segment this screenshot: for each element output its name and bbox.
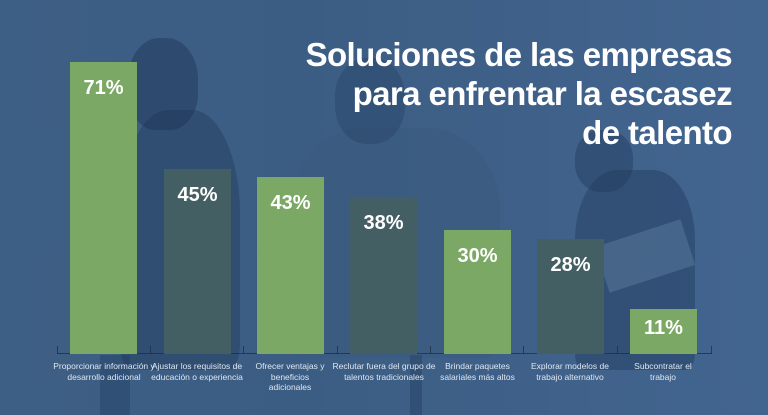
bar-value: 43% [270,192,311,214]
category-label: Reclutar fuera del grupo de talentos tra… [332,361,436,382]
axis-tick [150,346,151,354]
bar-value: 30% [457,245,498,267]
bar-ajustar-requisitos: 45% [164,169,231,354]
bar-reclutar-fuera: 38% [350,197,417,354]
category-label: Subcontratar el trabajo [634,361,692,382]
title-line-3: de talento [582,114,732,151]
chart-title: Soluciones de las empresas para enfrenta… [212,35,733,152]
bar-value: 11% [644,317,683,339]
background-photo-person [128,38,198,130]
bar-proporcionar-informacion: 71% [70,62,137,354]
axis-tick [430,346,431,354]
category-label: Brindar paquetes salariales más altos [440,361,515,382]
title-line-1: Soluciones de las empresas [305,36,733,73]
axis-tick [57,346,58,354]
axis-tick [523,346,524,354]
bar-value: 38% [363,212,404,234]
category-label: Ofrecer ventajas y beneficios adicionale… [255,361,325,392]
bar-value: 45% [177,184,218,206]
bar-ofrecer-ventajas: 43% [257,177,324,354]
bar-explorar-modelos: 28% [537,239,604,354]
title-line-2: para enfrentar la escasez [352,75,733,112]
category-label: Ajustar los requisitos de educación o ex… [151,361,243,382]
bar-value: 28% [550,254,591,276]
bar-subcontratar: 11% [630,309,697,354]
category-label: Proporcionar información y desarrollo ad… [53,361,155,382]
category-label: Explorar modelos de trabajo alternativo [531,361,609,382]
background-photo-chair [100,355,130,415]
axis-tick [243,346,244,354]
bar-brindar-paquetes: 30% [444,230,511,354]
background-photo-person [575,130,633,192]
bar-value: 71% [83,77,124,99]
background-photo-chair [410,355,422,415]
axis-tick [617,346,618,354]
axis-tick [337,346,338,354]
axis-tick [711,346,712,354]
background-photo-person [335,58,405,144]
